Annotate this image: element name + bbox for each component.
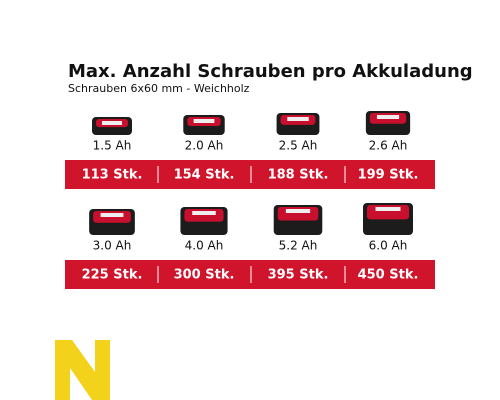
- count-label: 225 Stk.: [82, 268, 143, 283]
- battery-icon: [276, 113, 320, 135]
- capacity-label: 3.0 Ah: [93, 239, 132, 253]
- battery-icon: [92, 117, 132, 135]
- count-label: 450 Stk.: [358, 268, 419, 283]
- battery-icon: [363, 203, 413, 235]
- count-band: [65, 160, 435, 189]
- battery-label: [287, 117, 309, 121]
- battery-label: [285, 209, 311, 213]
- capacity-label: 1.5 Ah: [93, 139, 132, 153]
- battery-top: [184, 209, 224, 222]
- count-label: 199 Stk.: [358, 168, 419, 183]
- count-label: 300 Stk.: [174, 268, 235, 283]
- logo: [55, 340, 110, 400]
- count-label: 188 Stk.: [268, 168, 329, 183]
- capacity-label: 6.0 Ah: [369, 239, 408, 253]
- battery-label: [375, 207, 401, 211]
- subtitle: Schrauben 6x60 mm - Weichholz: [68, 82, 250, 95]
- capacity-label: 4.0 Ah: [185, 239, 224, 253]
- battery-icon: [89, 209, 135, 235]
- count-band: [65, 260, 435, 289]
- title: Max. Anzahl Schrauben pro Akkuladung: [68, 61, 473, 82]
- battery-label: [192, 211, 216, 215]
- capacity-label: 5.2 Ah: [279, 239, 318, 253]
- capacity-label: 2.6 Ah: [369, 139, 408, 153]
- count-label: 154 Stk.: [174, 168, 235, 183]
- capacity-label: 2.0 Ah: [185, 139, 224, 153]
- capacity-label: 2.5 Ah: [279, 139, 318, 153]
- battery-icon: [180, 207, 228, 235]
- battery-icon: [183, 115, 225, 135]
- battery-icon: [273, 205, 323, 235]
- battery-label: [102, 121, 122, 125]
- battery-label: [376, 115, 400, 119]
- battery-label: [193, 119, 215, 123]
- count-label: 113 Stk.: [82, 168, 143, 183]
- count-label: 395 Stk.: [268, 268, 329, 283]
- battery-icon: [365, 111, 411, 135]
- battery-label: [100, 213, 124, 217]
